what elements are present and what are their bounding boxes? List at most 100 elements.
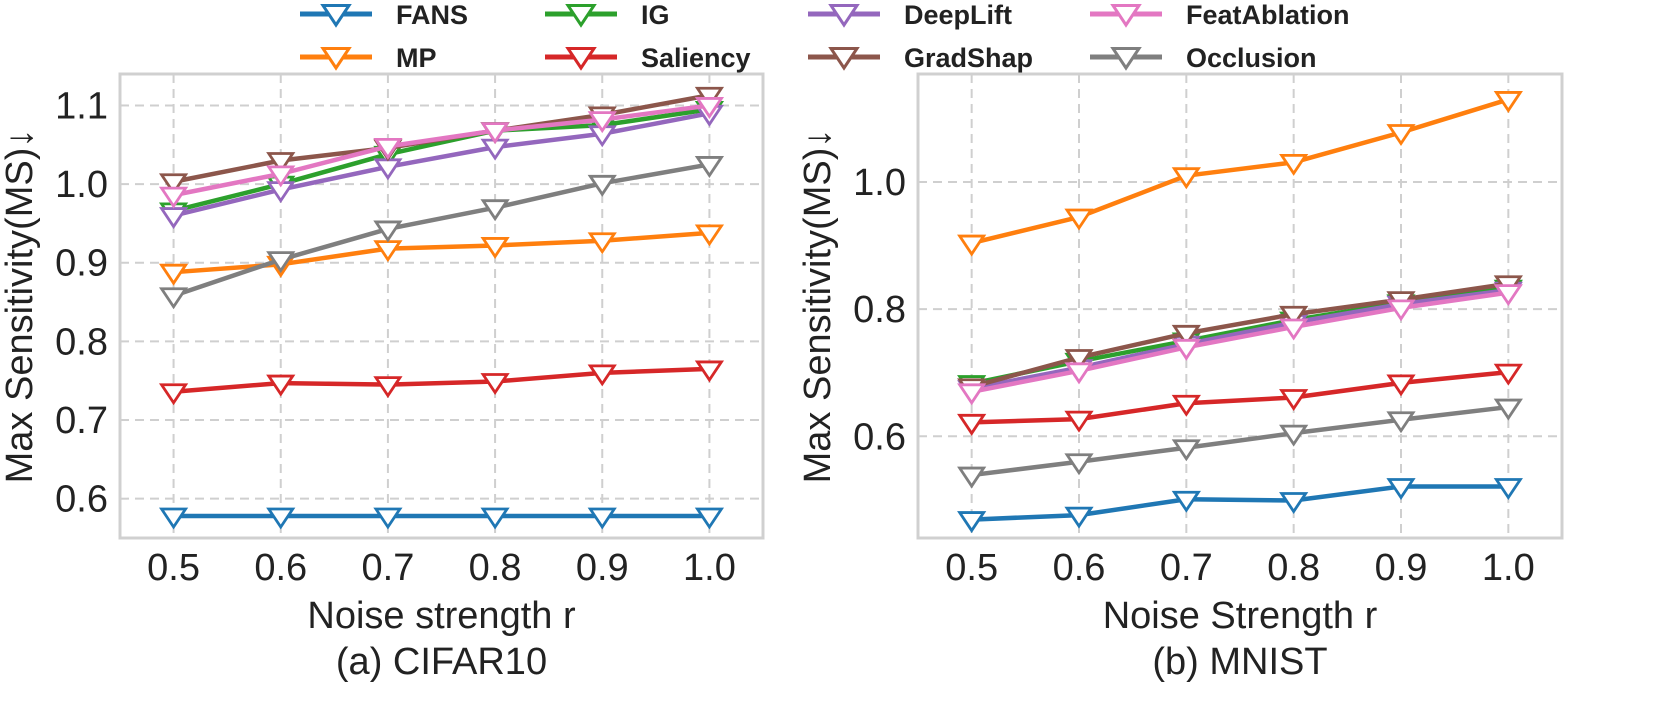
data-point: [694, 156, 725, 178]
data-point: [694, 224, 725, 247]
data-point: [1171, 324, 1201, 347]
legend-entry-deeplift: DeepLift: [808, 0, 1012, 30]
series-occlusion: [957, 398, 1523, 489]
y-tick-label: 1.1: [55, 85, 108, 127]
legend-label: FeatAblation: [1186, 0, 1350, 30]
legend-label: IG: [641, 0, 670, 30]
series-line: [971, 97, 1509, 246]
x-tick-label: 1.0: [683, 547, 736, 589]
data-point: [373, 220, 403, 243]
data-point: [373, 507, 403, 530]
series-featablation: [957, 284, 1523, 406]
y-axis-label: Max Sensitivity(MS)↓: [797, 129, 839, 484]
data-point: [1064, 410, 1094, 433]
series-mp: [957, 91, 1523, 257]
legend-entry-occlusion: Occlusion: [1090, 43, 1317, 73]
legend-entry-featablation: FeatAblation: [1090, 0, 1350, 30]
series-ig: [158, 100, 725, 225]
data-point: [158, 186, 189, 209]
y-tick-label: 0.8: [55, 321, 108, 363]
series-line: [971, 287, 1509, 391]
data-point: [587, 364, 617, 387]
data-point: [158, 287, 189, 310]
legend-marker-icon: [828, 4, 860, 28]
legend-marker-icon: [1110, 47, 1142, 71]
data-point: [694, 507, 725, 530]
data-point: [1493, 91, 1523, 113]
y-tick-label: 0.8: [853, 289, 906, 331]
data-point: [957, 466, 987, 489]
data-point: [694, 97, 725, 119]
x-tick-label: 0.7: [362, 547, 415, 589]
legend-entry-fans: FANS: [300, 0, 468, 30]
chart-panel-mnist: 0.5 0.6 0.7 0.8 0.9 1.0 0.6 0.8 1.0 Noise Strengt…: [797, 72, 1564, 683]
series-occlusion: [158, 156, 725, 310]
legend-marker-icon: [565, 4, 597, 28]
legend-label: GradShap: [904, 43, 1033, 73]
data-point: [1279, 153, 1309, 176]
y-tick-label: 0.6: [55, 479, 108, 521]
data-point: [158, 507, 189, 530]
data-point: [1386, 411, 1416, 434]
x-tick-label: 0.9: [1375, 547, 1428, 589]
data-point: [1064, 453, 1094, 476]
data-point: [266, 165, 296, 188]
x-tick-label: 0.7: [1160, 547, 1213, 589]
data-point: [1171, 338, 1201, 361]
data-point: [1279, 492, 1309, 515]
legend-entry-saliency: Saliency: [545, 43, 751, 73]
legend-marker-icon: [320, 4, 352, 28]
legend-entry-mp: MP: [300, 43, 437, 73]
subplot-caption: (b) MNIST: [1152, 641, 1327, 683]
data-point: [1064, 506, 1094, 529]
y-tick-label: 0.7: [55, 400, 108, 442]
data-point: [1386, 124, 1416, 147]
series-line: [971, 404, 1509, 478]
plot-frame: [118, 72, 765, 540]
data-point: [1171, 394, 1201, 417]
series-featablation: [158, 97, 725, 209]
series-line: [173, 107, 710, 214]
series-line: [971, 369, 1509, 425]
data-point: [158, 207, 189, 230]
data-point: [587, 111, 617, 134]
data-point: [158, 173, 189, 196]
data-point: [1279, 424, 1309, 447]
data-point: [587, 174, 617, 197]
data-point: [1386, 478, 1416, 501]
data-point: [1064, 208, 1094, 231]
data-point: [1171, 439, 1201, 462]
data-point: [480, 199, 510, 222]
x-tick-label: 0.6: [1053, 547, 1106, 589]
legend-entry-gradshap: GradShap: [808, 43, 1033, 73]
data-point: [587, 232, 617, 255]
legend-marker-icon: [565, 47, 597, 71]
y-tick-label: 1.0: [55, 164, 108, 206]
series-deeplift: [957, 281, 1523, 403]
legend-marker-icon: [1110, 4, 1142, 28]
legend-marker-icon: [320, 47, 352, 71]
legend-label: DeepLift: [904, 0, 1012, 30]
data-point: [1279, 318, 1309, 341]
y-tick-label: 1.0: [853, 162, 906, 204]
series-saliency: [957, 363, 1523, 436]
data-point: [1064, 349, 1094, 372]
data-point: [1493, 363, 1523, 386]
legend-entry-ig: IG: [545, 0, 670, 30]
series-saliency: [158, 360, 725, 406]
data-point: [957, 234, 987, 257]
data-point: [158, 383, 189, 406]
data-point: [1386, 374, 1416, 397]
plot-frame: [916, 72, 1564, 540]
data-point: [1493, 398, 1523, 421]
data-point: [1171, 490, 1201, 513]
subplot-caption: (a) CIFAR10: [336, 641, 547, 683]
data-point: [1279, 305, 1309, 328]
data-point: [1493, 478, 1523, 501]
x-tick-label: 1.0: [1482, 547, 1535, 589]
data-point: [587, 507, 617, 530]
y-tick-label: 0.9: [55, 243, 108, 285]
x-tick-label: 0.5: [945, 547, 998, 589]
legend: FANS MP IG Saliency DeepLift GradShap FeatAbla…: [300, 0, 1350, 73]
